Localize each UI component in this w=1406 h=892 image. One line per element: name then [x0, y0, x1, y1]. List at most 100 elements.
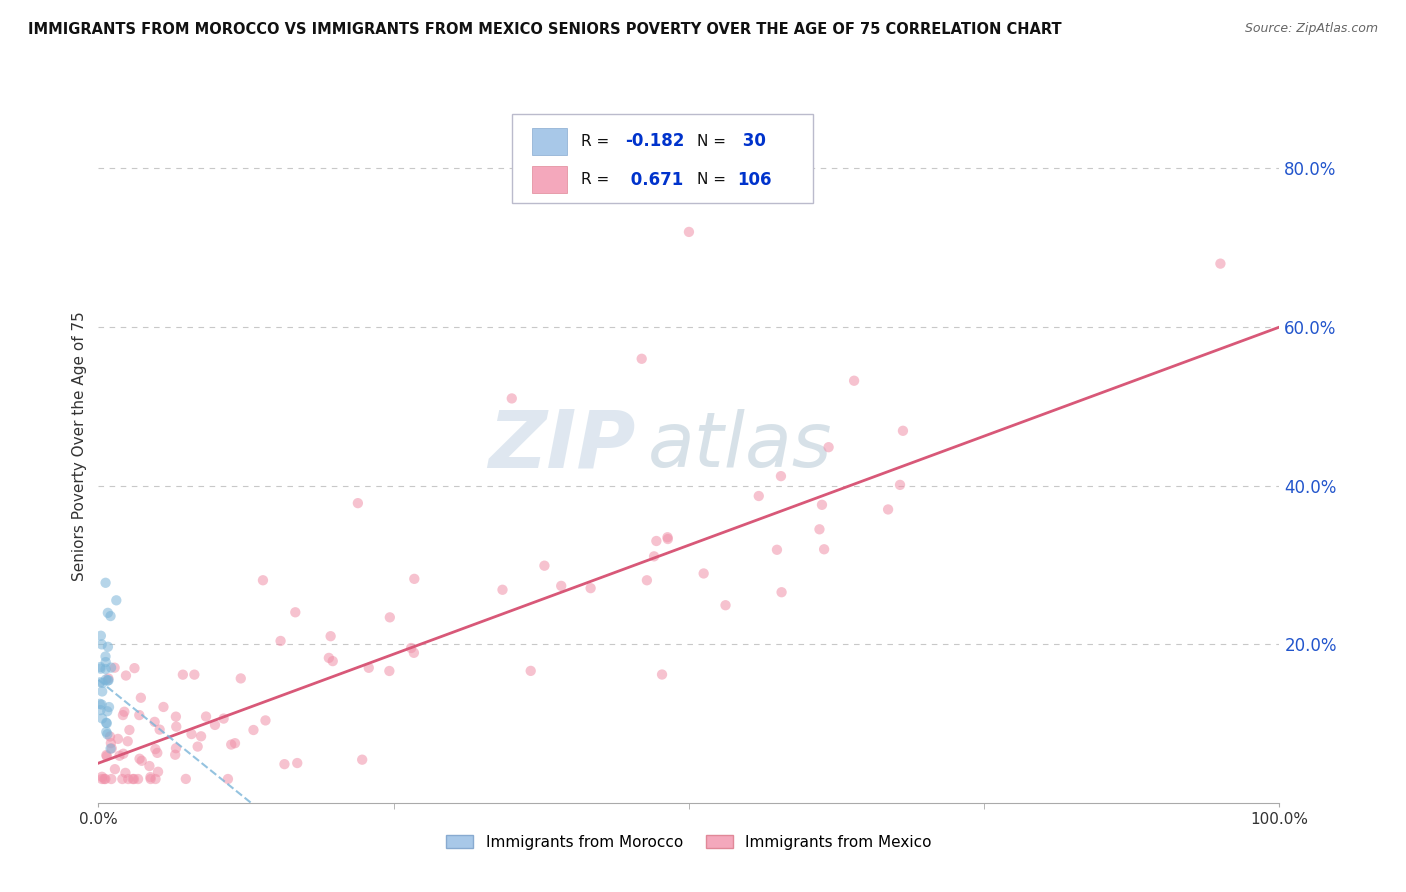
Point — [891, 424, 914, 438]
Text: ZIP: ZIP — [488, 407, 636, 485]
Point — [122, 772, 145, 786]
Point — [813, 542, 835, 557]
Point — [190, 729, 212, 743]
Point — [96, 716, 118, 731]
Point — [533, 558, 555, 573]
Point — [100, 772, 122, 786]
Point — [651, 667, 673, 681]
Point — [399, 640, 422, 655]
Point — [121, 772, 143, 786]
Point — [165, 741, 187, 756]
Point — [91, 676, 114, 690]
Point — [129, 690, 152, 705]
Text: IMMIGRANTS FROM MOROCCO VS IMMIGRANTS FROM MEXICO SENIORS POVERTY OVER THE AGE O: IMMIGRANTS FROM MOROCCO VS IMMIGRANTS FR… — [28, 22, 1062, 37]
Point — [229, 672, 252, 686]
Text: R =: R = — [582, 172, 614, 187]
Point — [128, 708, 150, 723]
Point — [770, 585, 793, 599]
Point — [96, 715, 118, 730]
Point — [90, 698, 112, 712]
Point — [877, 502, 900, 516]
Point — [748, 489, 770, 503]
Point — [636, 574, 658, 588]
Point — [91, 770, 114, 784]
Point — [318, 651, 340, 665]
Point — [183, 667, 205, 681]
Point — [212, 712, 235, 726]
Point — [124, 661, 146, 675]
Point — [242, 723, 264, 737]
Point — [172, 667, 194, 681]
Legend: Immigrants from Morocco, Immigrants from Mexico: Immigrants from Morocco, Immigrants from… — [440, 829, 938, 855]
Point — [97, 640, 120, 654]
FancyBboxPatch shape — [531, 166, 567, 194]
Point — [152, 700, 174, 714]
Point — [97, 673, 120, 688]
Point — [94, 772, 117, 786]
Text: N =: N = — [697, 172, 731, 187]
Point — [146, 746, 169, 760]
Text: Source: ZipAtlas.com: Source: ZipAtlas.com — [1244, 22, 1378, 36]
Point — [91, 684, 114, 698]
Point — [404, 572, 426, 586]
Point — [352, 753, 374, 767]
Point — [180, 727, 202, 741]
Point — [112, 747, 135, 761]
Y-axis label: Seniors Poverty Over the Age of 75: Seniors Poverty Over the Age of 75 — [72, 311, 87, 581]
Point — [97, 672, 120, 686]
FancyBboxPatch shape — [512, 114, 813, 203]
Point — [378, 664, 401, 678]
Point — [111, 772, 134, 786]
Point — [89, 660, 111, 674]
Point — [117, 734, 139, 748]
Point — [692, 566, 714, 581]
Text: 0.671: 0.671 — [626, 171, 683, 189]
Text: 30: 30 — [737, 132, 766, 150]
Point — [100, 736, 122, 750]
Point — [219, 738, 242, 752]
Point — [270, 634, 292, 648]
Point — [766, 542, 789, 557]
Point — [678, 225, 700, 239]
Point — [90, 662, 112, 676]
Point — [550, 579, 572, 593]
Point — [91, 772, 114, 786]
Point — [808, 522, 831, 536]
Point — [94, 649, 117, 664]
FancyBboxPatch shape — [531, 128, 567, 155]
Point — [96, 747, 118, 762]
Point — [204, 718, 226, 732]
Point — [165, 709, 187, 723]
Point — [90, 637, 112, 651]
Text: atlas: atlas — [648, 409, 832, 483]
Point — [104, 661, 127, 675]
Point — [93, 772, 115, 786]
Point — [889, 478, 911, 492]
Point — [131, 754, 153, 768]
Point — [347, 496, 370, 510]
Point — [89, 675, 111, 690]
Point — [94, 575, 117, 590]
Point — [643, 549, 665, 564]
Point — [117, 772, 139, 786]
Point — [105, 593, 128, 607]
Point — [97, 673, 120, 688]
Text: -0.182: -0.182 — [626, 132, 685, 150]
Point — [224, 736, 246, 750]
Point — [817, 440, 839, 454]
Point — [94, 655, 117, 669]
Point — [104, 762, 127, 776]
Point — [195, 709, 218, 723]
Point — [112, 705, 135, 719]
Point — [657, 530, 679, 544]
Point — [143, 714, 166, 729]
Point — [115, 668, 138, 682]
Point — [579, 581, 602, 595]
Point — [252, 574, 274, 588]
Point — [149, 723, 172, 737]
Point — [645, 533, 668, 548]
Point — [378, 610, 401, 624]
Point — [254, 714, 277, 728]
Point — [98, 700, 121, 714]
Point — [491, 582, 513, 597]
